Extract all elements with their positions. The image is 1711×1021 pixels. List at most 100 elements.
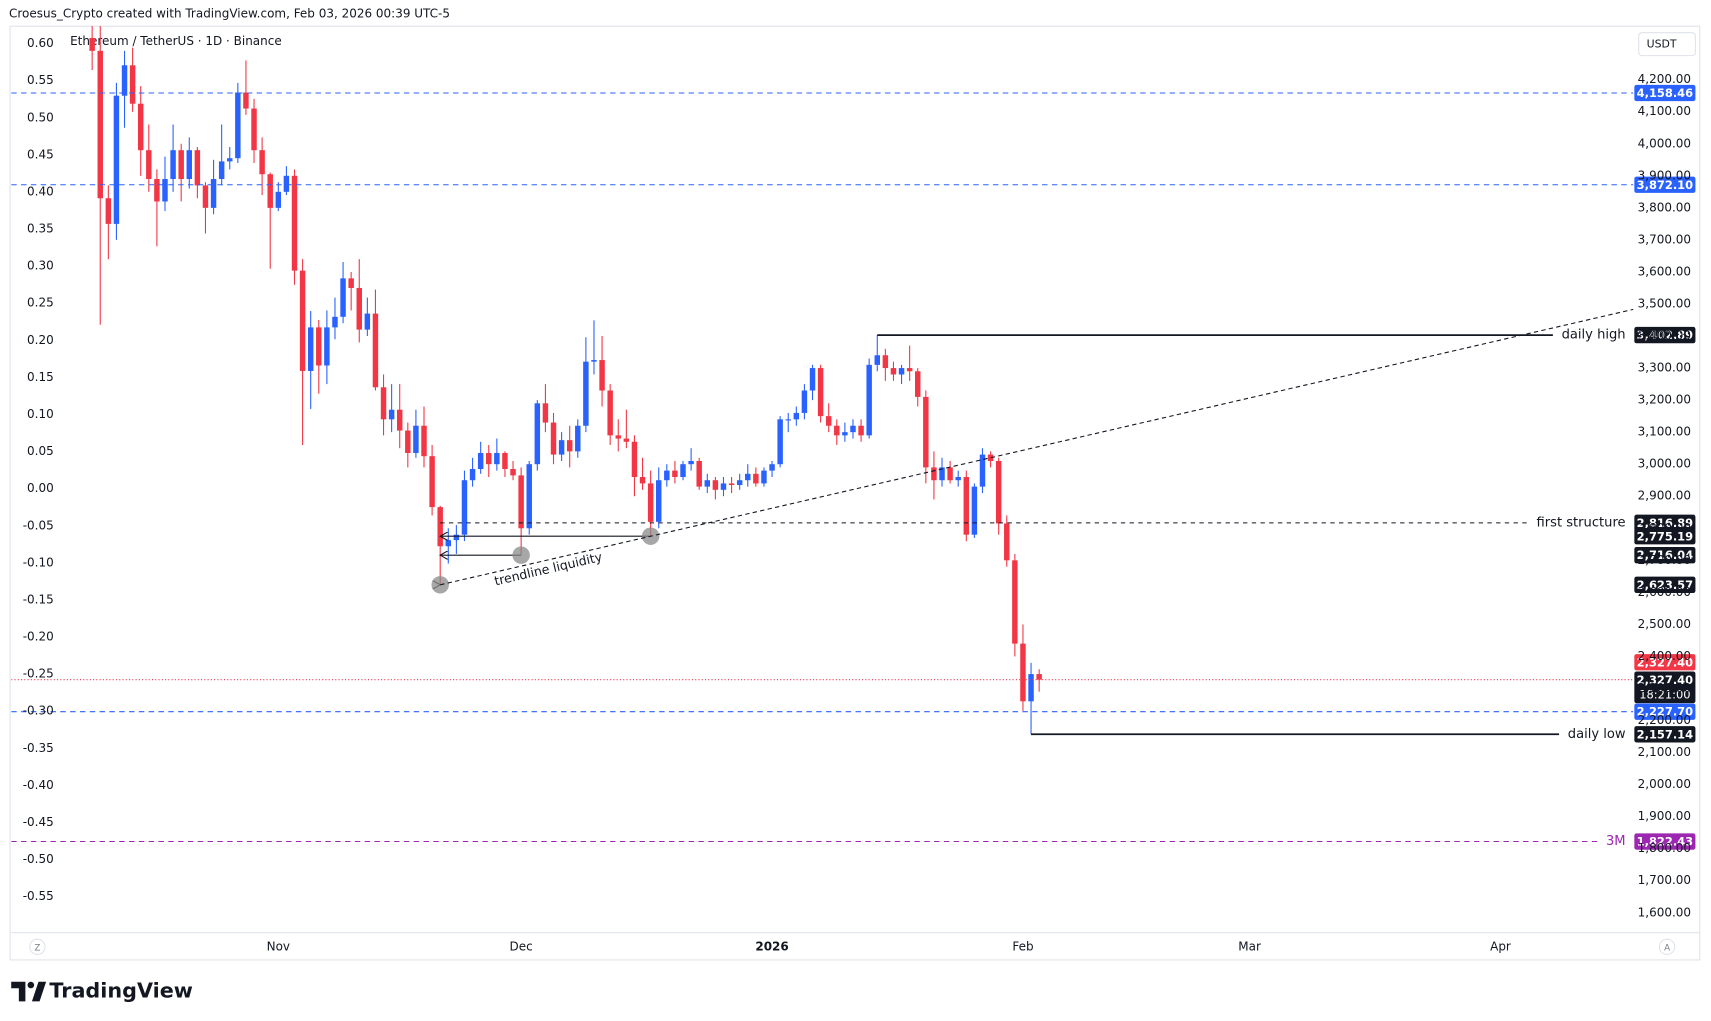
y-tick-label: 3,500.00 (1638, 296, 1691, 310)
last-price-badge (1634, 671, 1696, 704)
candle-body (356, 287, 362, 330)
candle-body (963, 477, 970, 535)
candle-body (372, 313, 379, 388)
currency-box[interactable] (1638, 32, 1696, 57)
candle-body (1036, 674, 1042, 680)
price-badge-label: 2,157.14 (1637, 727, 1693, 741)
candle-body (89, 38, 95, 51)
candle-body (874, 355, 880, 365)
x-tick-label: Dec (510, 939, 533, 953)
candle-body (316, 327, 322, 366)
y-tick-label: 2,100.00 (1638, 745, 1691, 759)
candle-body (251, 108, 257, 151)
x-tick-label: Feb (1012, 939, 1033, 953)
candle-body (761, 470, 767, 484)
x-tick-label: 2026 (755, 939, 788, 953)
axis-button-label: A (1664, 943, 1670, 953)
y2-tick-label: 0.40 (27, 184, 54, 198)
y-tick-label: 2,900.00 (1638, 489, 1691, 503)
candle-body (162, 179, 168, 202)
price-badge (1634, 84, 1696, 102)
candle-body (243, 92, 249, 109)
candle-body (332, 316, 338, 328)
candle-body (307, 327, 314, 371)
price-badge (1634, 726, 1696, 743)
candle-body (283, 175, 290, 192)
candle-body (906, 368, 913, 372)
candle-body (753, 473, 759, 484)
y-tick-label: 3,100.00 (1638, 425, 1691, 439)
candle-body (979, 454, 986, 487)
candle-body (1020, 643, 1026, 702)
overlay: 4,158.46 3,872.10 daily high 3,402.89 first … (431, 84, 1696, 850)
level-text: daily high (1562, 328, 1626, 343)
candle-body (267, 174, 273, 208)
y2-tick-label: 0.50 (27, 110, 54, 124)
candle-body (227, 158, 233, 162)
y2-tick-label: 0.15 (27, 370, 54, 384)
price-badge (1634, 326, 1696, 344)
candle-body (858, 425, 864, 436)
candle-body (364, 313, 371, 330)
candle-body (210, 179, 217, 208)
chart-title: Ethereum / TetherUS · 1D · Binance (70, 34, 282, 48)
y-tick-label: 3,200.00 (1638, 393, 1691, 407)
candle-body (728, 483, 735, 486)
y-tick-label: 2,300.00 (1638, 681, 1691, 695)
candle-body (291, 175, 298, 271)
y2-tick-label: -0.50 (23, 852, 54, 866)
x-tick-label: Mar (1238, 939, 1261, 953)
candle-body (396, 409, 403, 431)
candle-body (194, 150, 201, 186)
price-badge (1634, 703, 1696, 720)
candle-body (486, 452, 492, 465)
y2-tick-label: 0.20 (27, 333, 54, 347)
price-badge-label: 2,775.19 (1637, 529, 1693, 543)
y-tick-label: 3,600.00 (1638, 264, 1691, 278)
price-badge-label: 2,227.70 (1637, 705, 1693, 719)
y-tick-label: 2,700.00 (1638, 553, 1691, 567)
candle-body (995, 460, 1002, 524)
y2-tick-label: 0.60 (27, 36, 54, 50)
y-tick-label: 3,900.00 (1638, 168, 1691, 182)
y2-tick-label: 0.35 (27, 222, 54, 236)
candle-body (647, 483, 654, 522)
candle-body (712, 480, 719, 490)
y-tick-label: 4,000.00 (1638, 136, 1691, 150)
candle-body (656, 480, 662, 522)
candle-body (639, 477, 646, 484)
candle-body (137, 103, 144, 151)
candle-body (550, 422, 557, 455)
candle-body (696, 460, 702, 487)
y2-tick-label: 0.30 (27, 259, 54, 273)
candle-body (915, 371, 921, 397)
y2-tick-label: 0.45 (27, 147, 54, 161)
candle-body (842, 432, 848, 436)
y-tick-label: 3,700.00 (1638, 232, 1691, 246)
candle-body (502, 452, 508, 469)
candle-body (955, 477, 961, 481)
currency: USDT (1647, 38, 1677, 51)
candle-body (218, 161, 225, 180)
candle-body (607, 390, 613, 436)
candle-body (931, 467, 937, 481)
candle-body (299, 270, 306, 371)
price-badge-label: 2,623.57 (1637, 578, 1693, 592)
price-badge (1634, 546, 1696, 564)
candle-body (575, 425, 581, 452)
price-badge (1634, 514, 1696, 532)
y2-tick-label: -0.45 (23, 815, 54, 829)
y2-tick-label: 0.55 (27, 73, 54, 87)
candle-body (461, 480, 468, 535)
candle-body (890, 368, 897, 375)
axis-button-label: Z (34, 943, 40, 953)
candle-body (1004, 523, 1010, 561)
candle-body (688, 460, 694, 465)
y-tick-label: 3,400.00 (1638, 329, 1691, 343)
candle-body (324, 327, 330, 366)
plot (11, 26, 1634, 843)
trendline (440, 308, 1634, 586)
candle-body (380, 387, 387, 420)
y2-tick-label: -0.40 (23, 778, 54, 792)
